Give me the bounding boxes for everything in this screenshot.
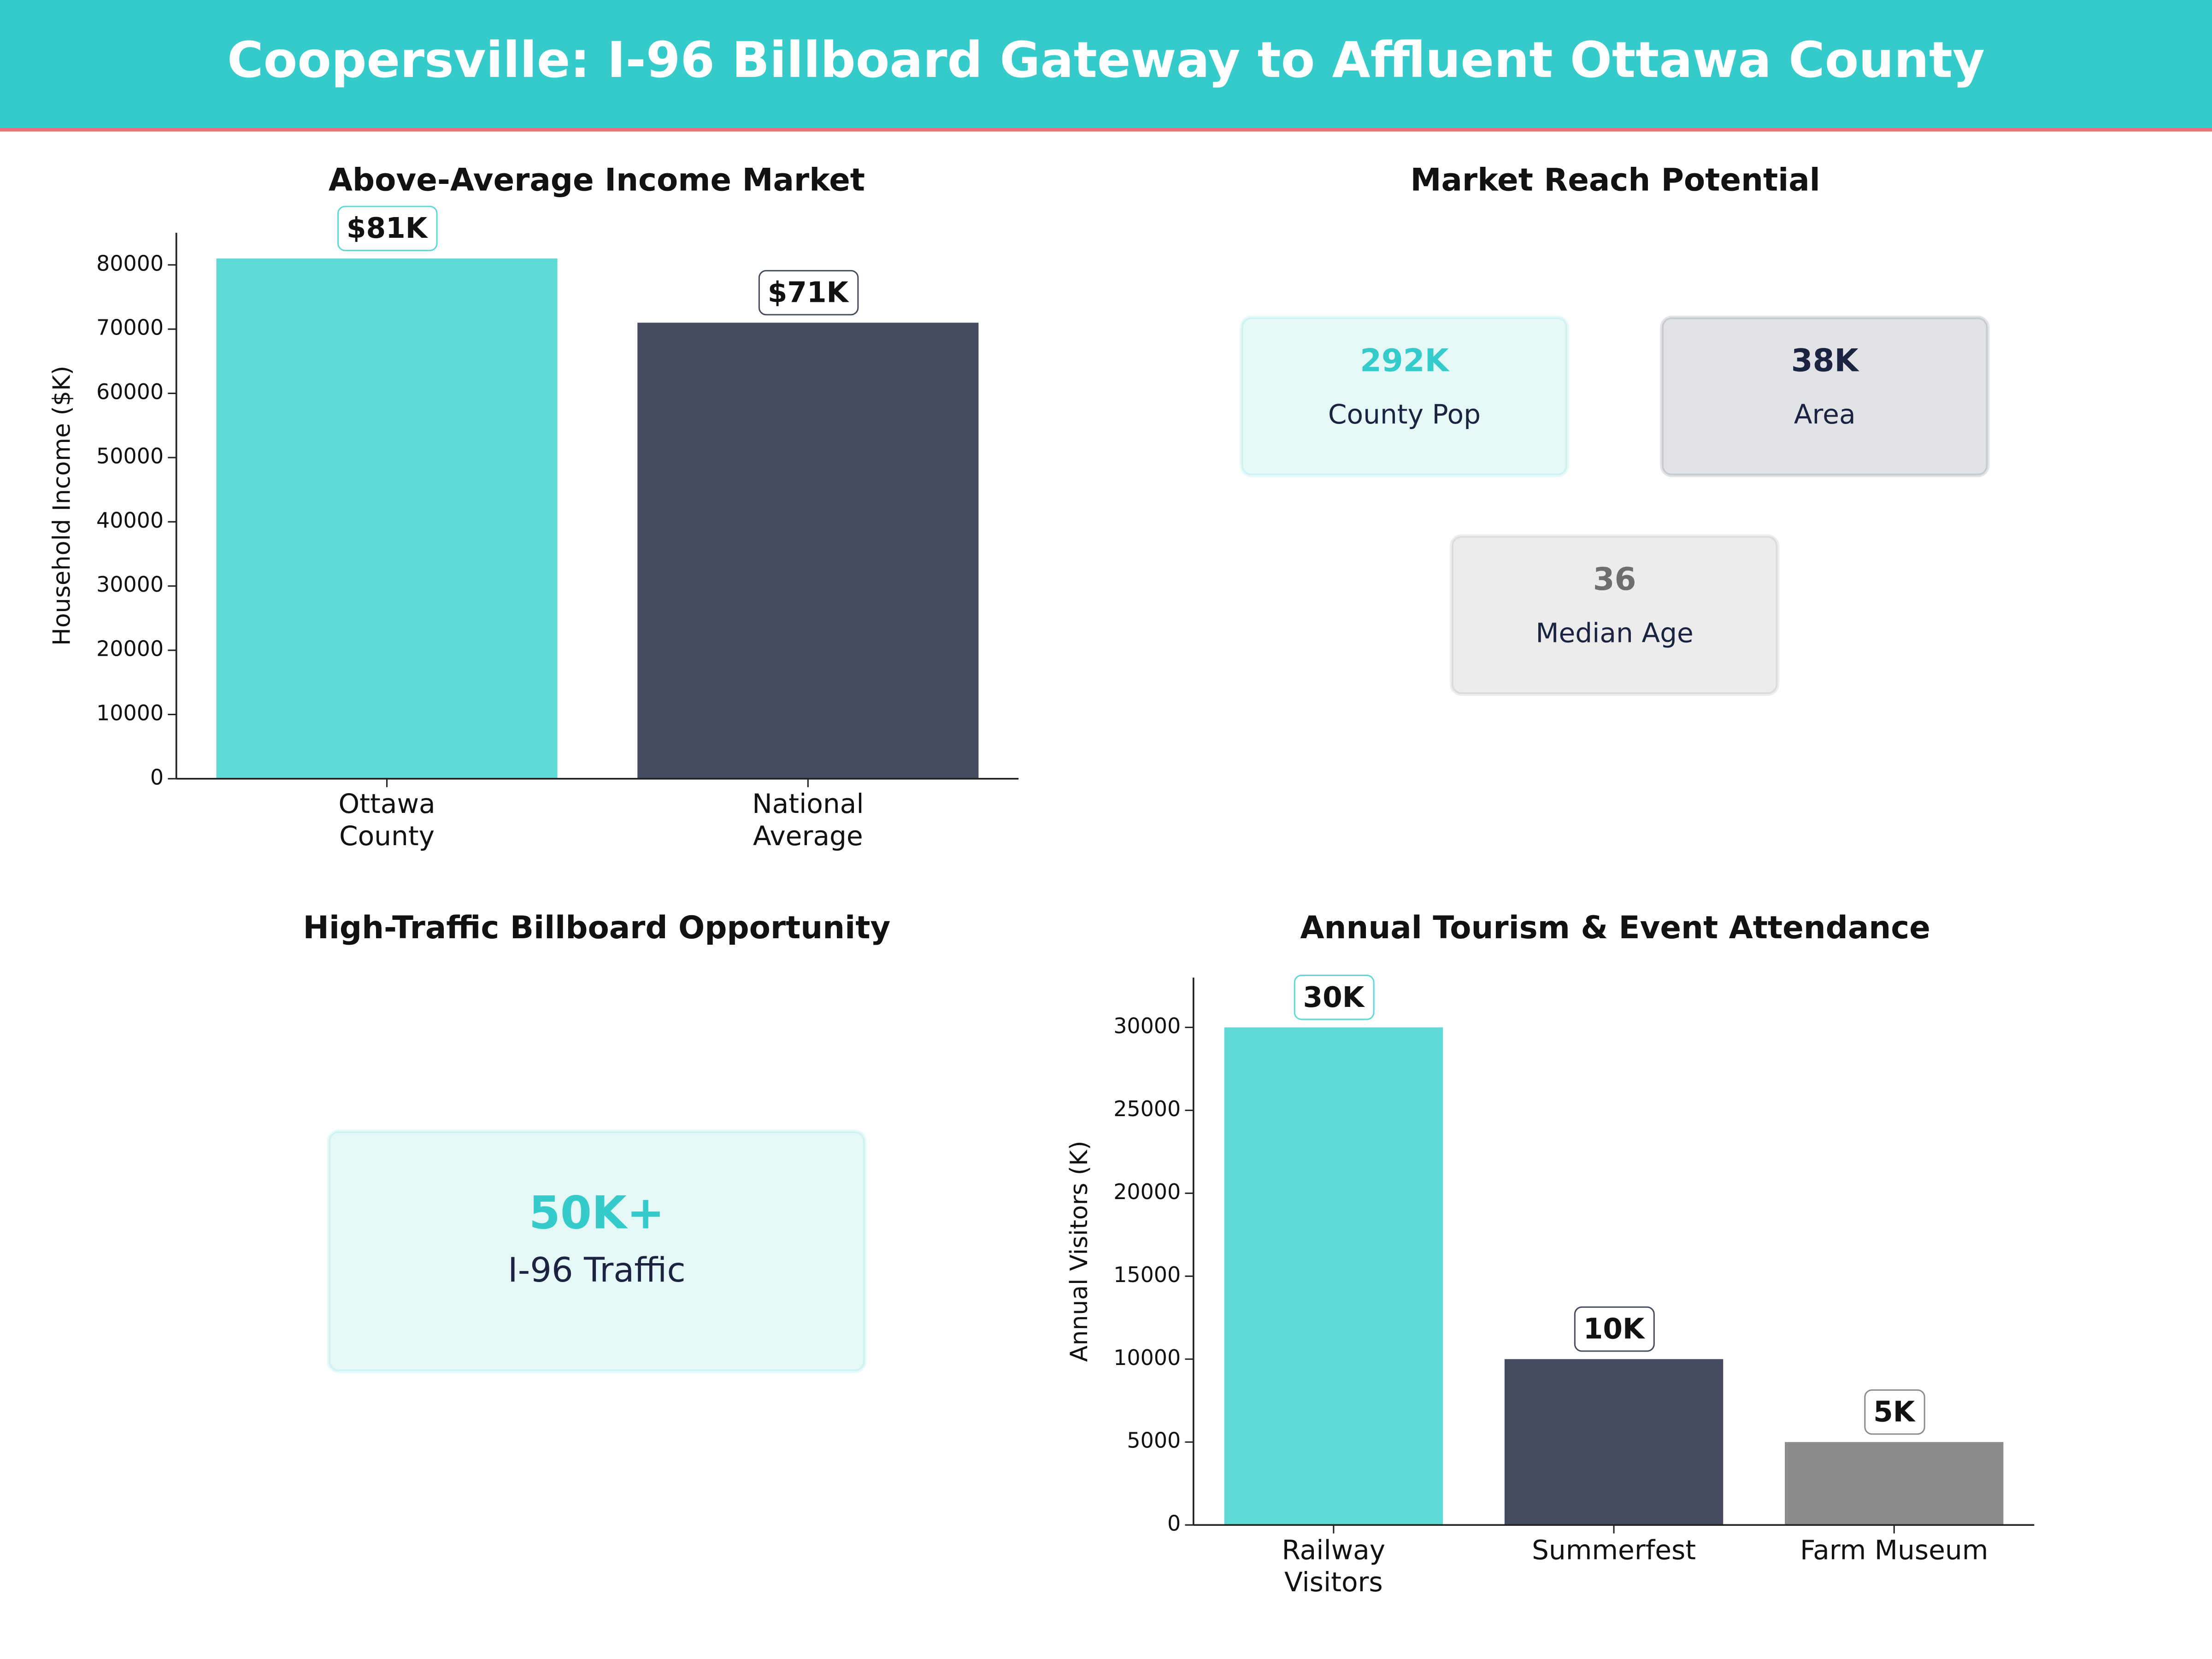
kpi-value: 50K+ [529,1187,665,1240]
y-tick-label: 0 [150,765,164,789]
y-axis-label: Annual Visitors (K) [1065,1141,1093,1362]
text-line: Railway [1282,1534,1386,1565]
y-tick-label: 25000 [1113,1096,1181,1121]
header-band [0,0,2212,130]
kpi-card [1450,534,1779,696]
y-tick-label: 50000 [96,443,164,468]
y-tick-label: 0 [1167,1511,1181,1536]
value-label-box [1294,975,1375,1020]
y-tick-label: 20000 [1113,1179,1181,1204]
bar [1224,1027,1443,1525]
y-tick-label: 60000 [96,379,164,404]
x-tick-label: Farm Museum [1800,1534,1988,1565]
value-label: 30K [1303,981,1365,1014]
kpi-label: I-96 Traffic [508,1251,686,1290]
bar [637,323,979,779]
kpi-value: 292K [1360,342,1450,378]
y-axis-label: Household Income ($K) [48,366,76,646]
value-label-group: 5K [1864,1389,1925,1435]
x-tick-label: National Average [752,788,864,852]
kpi-card [1240,315,1569,477]
kpi-value: 38K [1791,342,1860,378]
text-line: Ottawa [338,788,435,819]
value-label-group: 10K [1574,1306,1655,1352]
x-tick-label: Railway Visitors [1282,1534,1386,1598]
value-label-group: $71K [758,270,859,316]
text-line: National [752,788,864,819]
y-tick-label: 20000 [96,636,164,661]
y-tick-label: 5000 [1127,1428,1181,1453]
bar [1504,1359,1724,1525]
kpi-card [327,1130,867,1373]
chart-title: High-Traffic Billboard Opportunity [303,909,891,946]
y-tick-label: 10000 [1113,1345,1181,1370]
bar [1785,1442,2004,1525]
page-title: Coopersville: I-96 Billboard Gateway to … [227,32,1985,89]
kpi-card [1660,315,1990,477]
chart-title: Market Reach Potential [1410,161,1820,198]
value-label: $71K [768,276,850,309]
kpi-label: Area [1794,399,1856,430]
y-tick-label: 40000 [96,508,164,533]
value-label-box [1574,1306,1655,1352]
value-label-group: $81K [337,206,438,252]
y-tick-label: 30000 [96,572,164,597]
y-tick-label: 10000 [96,700,164,725]
value-label-box [1864,1389,1925,1435]
text-line: County [339,820,435,852]
value-label: 10K [1583,1313,1646,1346]
bar [216,258,558,779]
x-tick-label: Ottawa County [338,788,435,852]
value-label: 5K [1873,1396,1916,1429]
x-tick-label: Summerfest [1532,1534,1696,1565]
y-tick-label: 15000 [1113,1262,1181,1287]
kpi-label: Median Age [1535,618,1693,649]
value-label-group: 30K [1294,975,1375,1020]
kpi-value: 36 [1593,561,1636,597]
y-tick-label: 30000 [1113,1013,1181,1038]
value-label: $81K [347,212,429,245]
value-label-box [337,206,438,252]
y-tick-label: 70000 [96,315,164,340]
text-line: Visitors [1284,1566,1383,1598]
text-line: Average [753,820,863,852]
kpi-label: County Pop [1328,399,1481,430]
y-tick-label: 80000 [96,251,164,276]
chart-title: Annual Tourism & Event Attendance [1300,909,1930,946]
value-label-box [758,270,859,316]
chart-title: Above-Average Income Market [329,161,865,198]
